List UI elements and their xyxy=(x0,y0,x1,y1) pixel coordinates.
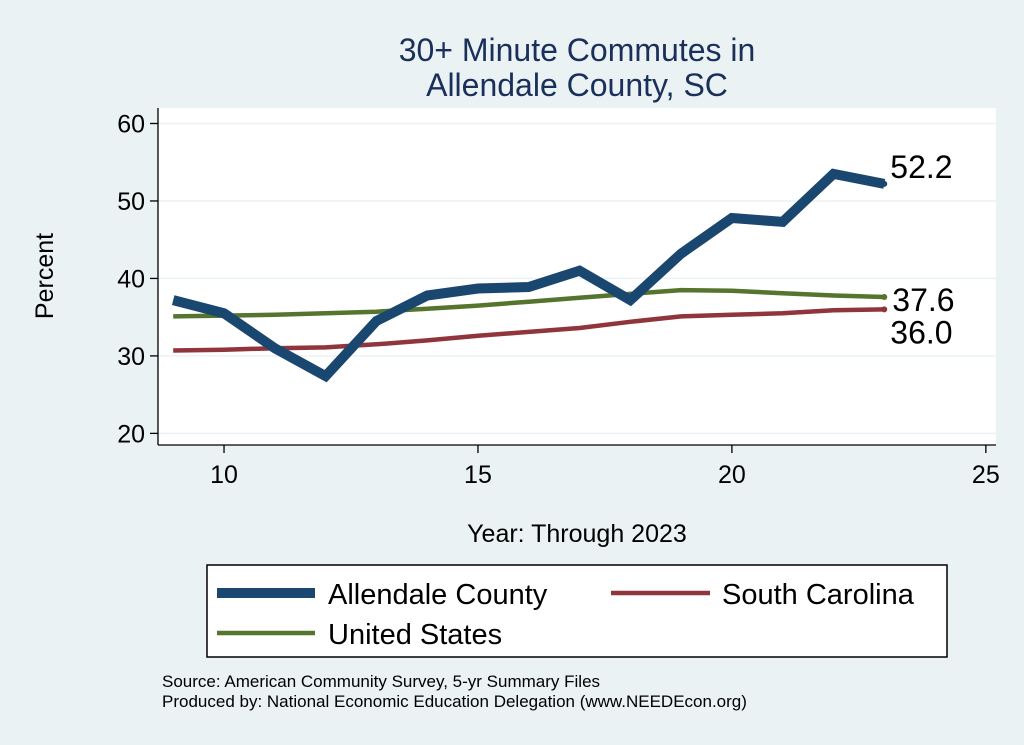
y-tick-label-40: 40 xyxy=(117,265,145,293)
series-line-united-states xyxy=(173,287,885,319)
chart-title-line-1: 30+ Minute Commutes in xyxy=(399,32,756,68)
legend: Allendale County South Carolina United Sta… xyxy=(217,579,915,651)
legend-box xyxy=(206,564,948,658)
y-tick-label-30: 30 xyxy=(117,343,145,371)
y-tick-label-60: 60 xyxy=(117,110,145,138)
series-line-south-carolina xyxy=(173,307,885,353)
legend-label-allendale-county: Allendale County xyxy=(328,579,548,611)
series-end-point-south-carolina xyxy=(881,306,888,313)
produced-by-note: Produced by: National Economic Education… xyxy=(162,692,747,711)
end-labels: 52.2 36.037.6 xyxy=(890,149,954,351)
series-line-allendale-county xyxy=(171,168,886,383)
y-axis-title: Percent xyxy=(31,233,59,319)
series-lines xyxy=(171,168,888,383)
x-tick-label-20: 20 xyxy=(718,461,746,489)
x-tick-label-10: 10 xyxy=(210,461,238,489)
legend-label-south-carolina: South Carolina xyxy=(722,579,915,611)
x-tick-label-15: 15 xyxy=(464,461,492,489)
series-end-point-allendale-county xyxy=(881,180,888,187)
source-note: Source: American Community Survey, 5-yr … xyxy=(162,672,600,691)
axes: 20 30 40 50 60 10 15 20 25 xyxy=(117,108,1000,489)
y-tick-label-50: 50 xyxy=(117,188,145,216)
chart-title-line-2: Allendale County, SC xyxy=(426,67,728,103)
y-tick-label-20: 20 xyxy=(117,420,145,448)
series-end-point-united-states xyxy=(881,294,888,301)
x-tick-label-25: 25 xyxy=(972,461,1000,489)
end-label-south-carolina: 36.0 xyxy=(890,314,952,350)
end-label-allendale-county: 52.2 xyxy=(890,149,952,185)
legend-label-united-states: United States xyxy=(328,619,502,651)
end-label-united-states: 37.6 xyxy=(892,282,954,318)
x-axis-title: Year: Through 2023 xyxy=(467,520,687,548)
